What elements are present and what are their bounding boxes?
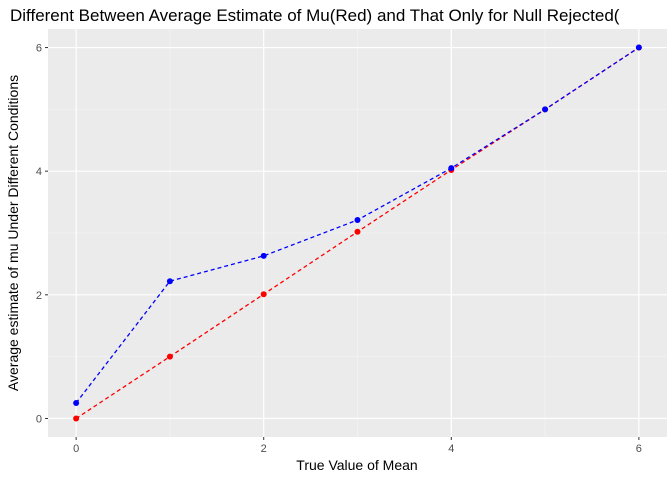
x-axis-label: True Value of Mean (296, 457, 417, 473)
y-tick-label: 2 (36, 290, 42, 302)
series-1-point (635, 44, 642, 51)
axes: 0 2 4 6 0 2 4 6 (36, 43, 642, 455)
series-0-point (73, 415, 80, 422)
y-axis-label: Average estimate of mu Under Different C… (5, 75, 21, 391)
series-0-point (354, 228, 361, 235)
series-1-point (354, 217, 361, 224)
y-tick-label: 0 (36, 413, 42, 425)
x-tick-label: 6 (636, 443, 642, 455)
series-1-point (73, 400, 80, 406)
chart-title: Different Between Average Estimate of Mu… (10, 6, 620, 25)
series-1-point (542, 106, 549, 113)
series-1-point (260, 252, 267, 259)
y-tick-label: 6 (36, 43, 42, 55)
x-tick-label: 0 (73, 443, 79, 455)
x-tick-label: 4 (448, 443, 454, 455)
series-0-point (166, 353, 173, 360)
series-0-point (260, 291, 267, 298)
series-layer (73, 44, 642, 422)
x-tick-label: 2 (261, 443, 267, 455)
series-1-point (166, 278, 173, 285)
y-tick-label: 4 (36, 166, 42, 178)
major-gridlines (48, 29, 667, 437)
series-1-point (448, 165, 455, 172)
